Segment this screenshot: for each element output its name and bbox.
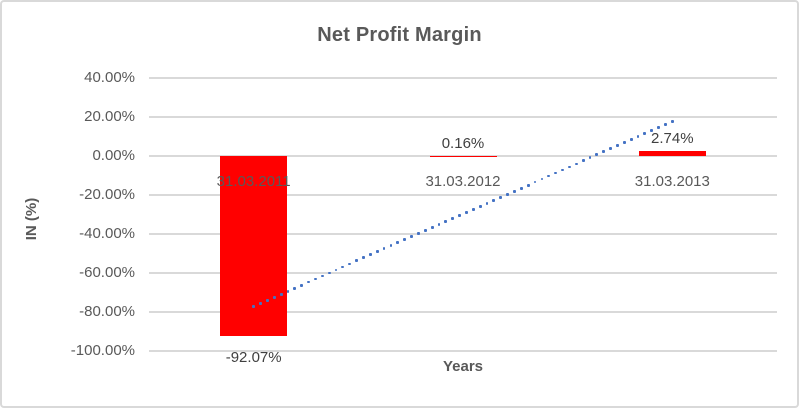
trendline-dot [368, 253, 372, 257]
trendline-dot [485, 201, 489, 205]
y-tick-label: -100.00% [70, 342, 135, 359]
trendline-dot [437, 223, 441, 226]
trendline-dot [602, 150, 606, 154]
y-tick-label: 40.00% [84, 69, 135, 86]
trendline-dot [430, 226, 434, 229]
trendline-dot [526, 183, 530, 187]
trendline-dot [506, 192, 509, 196]
y-tick-label: -40.00% [79, 225, 135, 242]
trendline-dot [252, 304, 256, 308]
y-tick-label: -60.00% [79, 264, 135, 281]
trendline-dot [540, 177, 544, 181]
trendline-dot [458, 214, 461, 217]
trendline-dot [636, 135, 640, 139]
gridline [149, 311, 777, 313]
trendline-dot [629, 138, 633, 142]
x-category-label: 31.03.2013 [634, 173, 710, 190]
trendline-dot [403, 238, 407, 242]
y-tick-label: -80.00% [79, 303, 135, 320]
x-axis-title: Years [442, 358, 484, 375]
gridline [149, 350, 777, 352]
trendline-dot [265, 298, 269, 302]
bar-data-label: 2.74% [651, 129, 694, 147]
trendline-dot [670, 120, 674, 123]
trendline-dot [279, 292, 283, 296]
trendline-dot [348, 262, 352, 266]
trendline-dot [286, 289, 290, 293]
bar-data-label: 0.16% [441, 134, 485, 152]
gridline [149, 272, 777, 274]
trendline-dot [307, 280, 310, 284]
trendline-dot [259, 301, 262, 305]
trendline-dot [588, 156, 592, 160]
trendline-dot [444, 220, 448, 223]
trendline-dot [382, 247, 386, 251]
trendline-dot [574, 162, 578, 166]
trendline-dot [465, 210, 468, 214]
trendline-dot [561, 168, 564, 172]
trendline-dot [595, 153, 599, 157]
trendline-dot [389, 244, 393, 248]
y-tick-label: -20.00% [79, 186, 135, 203]
trendline-dot [341, 265, 345, 269]
trendline-dot [416, 232, 420, 235]
trendline-dot [616, 144, 619, 148]
bar-data-label: -92.07% [225, 348, 282, 366]
trendline-dot [375, 250, 379, 254]
trendline-dot [355, 259, 358, 263]
trendline-dot [492, 198, 496, 202]
trendline-dot [272, 295, 276, 299]
trendline-dot [657, 126, 660, 129]
trendline-dot [609, 147, 612, 151]
trendline-dot [362, 256, 365, 260]
trendline-dot [643, 132, 647, 135]
y-tick-label: 20.00% [84, 108, 135, 125]
gridline [149, 233, 777, 235]
chart-title: Net Profit Margin [317, 24, 482, 46]
trendline-dot [423, 229, 427, 232]
trendline-dot [547, 174, 551, 178]
trendline-dot [327, 271, 331, 275]
bar[interactable] [638, 150, 706, 156]
trendline-dot [396, 241, 400, 245]
y-tick-label: 0.00% [92, 147, 135, 164]
trendline-dot [519, 186, 523, 190]
trendline-dot [533, 180, 537, 184]
x-category-label: 31.03.2012 [425, 173, 501, 190]
trendline-dot [513, 189, 516, 193]
trendline-dot [451, 217, 455, 220]
trendline-dot [314, 277, 317, 281]
gridline [149, 155, 777, 157]
x-category-label: 31.03.2011 [216, 173, 291, 190]
trendline-dot [554, 171, 558, 175]
gridline [149, 116, 777, 118]
trendline-dot [478, 204, 482, 208]
trendline-dot [650, 129, 654, 132]
trendline-dot [581, 159, 585, 163]
trendline-dot [300, 283, 304, 287]
trendline-dot [664, 123, 667, 126]
trendline-dot [567, 165, 571, 169]
gridline [149, 194, 777, 196]
trendline-dot [622, 141, 626, 145]
gridline [149, 77, 777, 79]
trendline-dot [471, 207, 475, 211]
trendline-dot [499, 195, 503, 199]
trendline-dot [293, 286, 297, 290]
trendline-dot [410, 235, 413, 239]
trendline-dot [320, 274, 324, 278]
trendline-dot [334, 268, 338, 272]
